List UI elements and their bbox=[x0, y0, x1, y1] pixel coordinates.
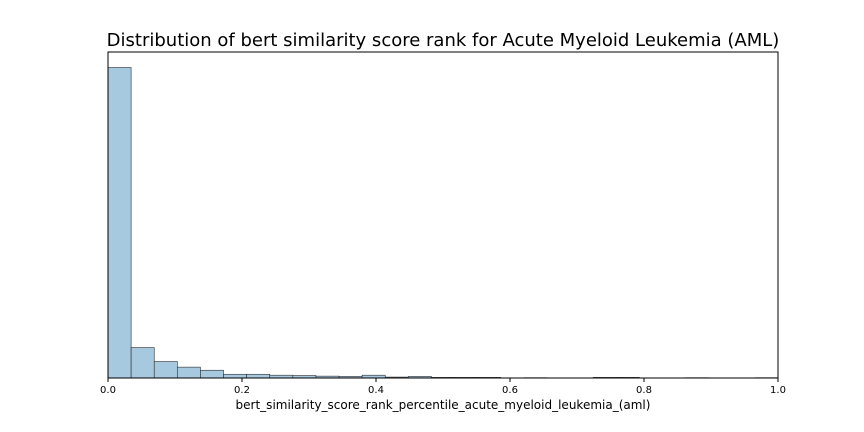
histogram-bar bbox=[153, 361, 178, 379]
x-tick-label: 0.0 bbox=[100, 385, 116, 396]
x-axis-ticks: 0.0 0.2 0.4 0.6 0.8 1.0 bbox=[100, 378, 786, 396]
histogram-bar bbox=[200, 369, 224, 379]
histogram-bar bbox=[176, 366, 201, 379]
x-axis-label: bert_similarity_score_rank_percentile_ac… bbox=[236, 398, 651, 412]
histogram-bar bbox=[130, 347, 155, 379]
histogram-bar bbox=[223, 373, 247, 379]
chart-title: Distribution of bert similarity score ra… bbox=[107, 30, 780, 51]
x-tick-label: 0.6 bbox=[502, 385, 518, 396]
histogram-bar bbox=[107, 67, 132, 379]
x-tick-label: 0.2 bbox=[234, 385, 250, 396]
x-tick-label: 1.0 bbox=[770, 385, 786, 396]
plot-frame bbox=[107, 51, 779, 379]
x-tick-label: 0.4 bbox=[368, 385, 384, 396]
histogram-bar bbox=[246, 373, 271, 379]
bars-group bbox=[107, 67, 779, 379]
x-tick-label: 0.8 bbox=[636, 385, 652, 396]
